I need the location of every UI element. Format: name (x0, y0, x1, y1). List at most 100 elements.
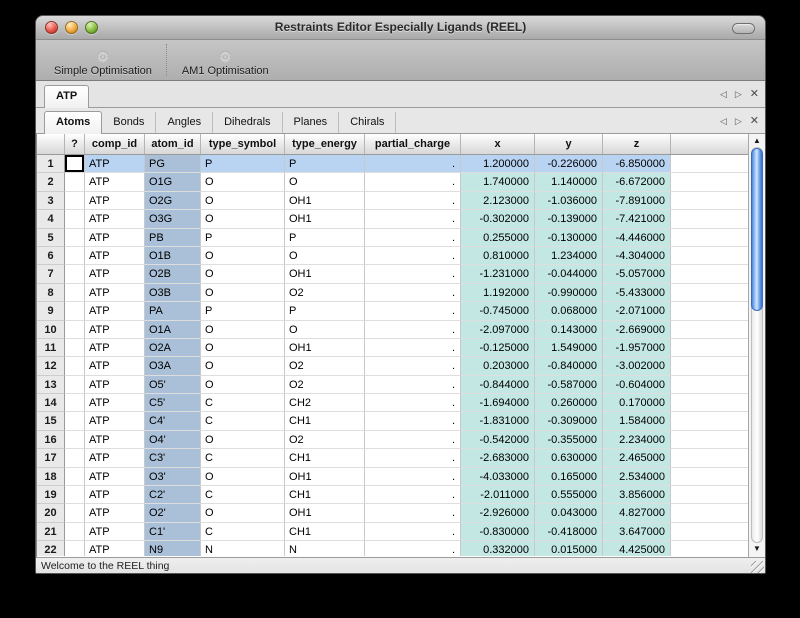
cell-comp-id[interactable]: ATP (85, 155, 145, 174)
cell-y[interactable]: 0.555000 (535, 486, 603, 505)
cell-y[interactable]: -0.587000 (535, 375, 603, 395)
cell-z[interactable]: -4.446000 (603, 228, 671, 247)
cell-x[interactable]: -0.302000 (461, 210, 535, 229)
row-number-cell[interactable]: 1 (37, 155, 65, 174)
cell-question[interactable] (65, 283, 85, 303)
cell-z[interactable]: -7.421000 (603, 210, 671, 229)
cell-atom-id[interactable]: O2A (145, 338, 201, 358)
tab-chirals[interactable]: Chirals (339, 112, 397, 133)
cell-comp-id[interactable]: ATP (85, 522, 145, 542)
cell-type-energy[interactable]: OH1 (285, 504, 365, 523)
cell-atom-id[interactable]: PB (145, 228, 201, 247)
cell-type-symbol[interactable]: P (201, 155, 285, 174)
zoom-window-button[interactable] (85, 21, 98, 34)
cell-z[interactable]: 2.234000 (603, 430, 671, 450)
cell-partial-charge[interactable]: . (365, 412, 461, 431)
row-number-cell[interactable]: 17 (37, 449, 65, 468)
cell-question[interactable] (65, 412, 85, 431)
cell-type-energy[interactable]: OH1 (285, 265, 365, 284)
row-number-cell[interactable]: 9 (37, 302, 65, 321)
cell-partial-charge[interactable]: . (365, 173, 461, 192)
cell-type-symbol[interactable]: C (201, 449, 285, 468)
tab-atp[interactable]: ATP (44, 85, 90, 108)
header-type-energy[interactable]: type_energy (285, 134, 365, 154)
cell-comp-id[interactable]: ATP (85, 394, 145, 413)
cell-atom-id[interactable]: PA (145, 302, 201, 321)
cell-y[interactable]: -0.418000 (535, 522, 603, 542)
cell-type-energy[interactable]: CH1 (285, 486, 365, 505)
cell-question[interactable] (65, 265, 85, 284)
cell-x[interactable]: 1.740000 (461, 173, 535, 192)
cell-z[interactable]: 4.425000 (603, 541, 671, 556)
cell-partial-charge[interactable]: . (365, 449, 461, 468)
cell-question[interactable] (65, 155, 85, 174)
tab-angles[interactable]: Angles (156, 112, 214, 133)
cell-x[interactable]: 0.255000 (461, 228, 535, 247)
cell-z[interactable]: 0.170000 (603, 394, 671, 413)
cell-comp-id[interactable]: ATP (85, 467, 145, 487)
row-number-cell[interactable]: 2 (37, 173, 65, 192)
cell-x[interactable]: 0.203000 (461, 357, 535, 376)
cell-question[interactable] (65, 246, 85, 266)
cell-partial-charge[interactable]: . (365, 283, 461, 303)
row-number-cell[interactable]: 5 (37, 228, 65, 247)
cell-x[interactable]: -4.033000 (461, 467, 535, 487)
next-tab-arrow-icon[interactable]: ▷ (734, 115, 742, 126)
cell-y[interactable]: -0.990000 (535, 283, 603, 303)
cell-type-symbol[interactable]: O (201, 210, 285, 229)
cell-z[interactable]: 1.584000 (603, 412, 671, 431)
cell-type-symbol[interactable]: C (201, 486, 285, 505)
cell-question[interactable] (65, 522, 85, 542)
cell-question[interactable] (65, 430, 85, 450)
cell-comp-id[interactable]: ATP (85, 357, 145, 376)
cell-partial-charge[interactable]: . (365, 375, 461, 395)
cell-type-energy[interactable]: CH2 (285, 394, 365, 413)
cell-partial-charge[interactable]: . (365, 246, 461, 266)
cell-y[interactable]: -1.036000 (535, 191, 603, 211)
row-number-cell[interactable]: 4 (37, 210, 65, 229)
cell-atom-id[interactable]: O4' (145, 430, 201, 450)
header-z[interactable]: z (603, 134, 671, 154)
cell-partial-charge[interactable]: . (365, 228, 461, 247)
cell-type-energy[interactable]: O2 (285, 375, 365, 395)
vertical-scrollbar[interactable]: ▲ ▼ (748, 134, 765, 557)
cell-question[interactable] (65, 210, 85, 229)
cell-x[interactable]: 0.332000 (461, 541, 535, 556)
cell-atom-id[interactable]: O3' (145, 467, 201, 487)
row-number-cell[interactable]: 20 (37, 504, 65, 523)
cell-z[interactable]: 3.856000 (603, 486, 671, 505)
cell-y[interactable]: 0.015000 (535, 541, 603, 556)
cell-y[interactable]: -0.226000 (535, 155, 603, 174)
cell-z[interactable]: -1.957000 (603, 338, 671, 358)
cell-x[interactable]: 1.200000 (461, 155, 535, 174)
header-y[interactable]: y (535, 134, 603, 154)
cell-type-symbol[interactable]: P (201, 302, 285, 321)
cell-question[interactable] (65, 486, 85, 505)
scroll-up-arrow-icon[interactable]: ▲ (753, 136, 761, 145)
cell-type-symbol[interactable]: O (201, 246, 285, 266)
cell-y[interactable]: 0.043000 (535, 504, 603, 523)
scrollbar-thumb[interactable] (751, 148, 763, 311)
cell-z[interactable]: -6.850000 (603, 155, 671, 174)
cell-z[interactable]: 2.534000 (603, 467, 671, 487)
cell-z[interactable]: -0.604000 (603, 375, 671, 395)
row-number-cell[interactable]: 7 (37, 265, 65, 284)
cell-atom-id[interactable]: C5' (145, 394, 201, 413)
row-number-cell[interactable]: 3 (37, 191, 65, 211)
cell-partial-charge[interactable]: . (365, 467, 461, 487)
cell-x[interactable]: 1.192000 (461, 283, 535, 303)
cell-type-symbol[interactable]: O (201, 283, 285, 303)
cell-comp-id[interactable]: ATP (85, 486, 145, 505)
row-number-cell[interactable]: 8 (37, 283, 65, 303)
cell-comp-id[interactable]: ATP (85, 191, 145, 211)
cell-question[interactable] (65, 302, 85, 321)
close-window-button[interactable] (45, 21, 58, 34)
cell-z[interactable]: -7.891000 (603, 191, 671, 211)
cell-type-symbol[interactable]: O (201, 504, 285, 523)
cell-y[interactable]: -0.139000 (535, 210, 603, 229)
cell-type-energy[interactable]: CH1 (285, 412, 365, 431)
cell-x[interactable]: -0.542000 (461, 430, 535, 450)
cell-comp-id[interactable]: ATP (85, 375, 145, 395)
header-question[interactable]: ? (65, 134, 85, 154)
cell-y[interactable]: -0.309000 (535, 412, 603, 431)
